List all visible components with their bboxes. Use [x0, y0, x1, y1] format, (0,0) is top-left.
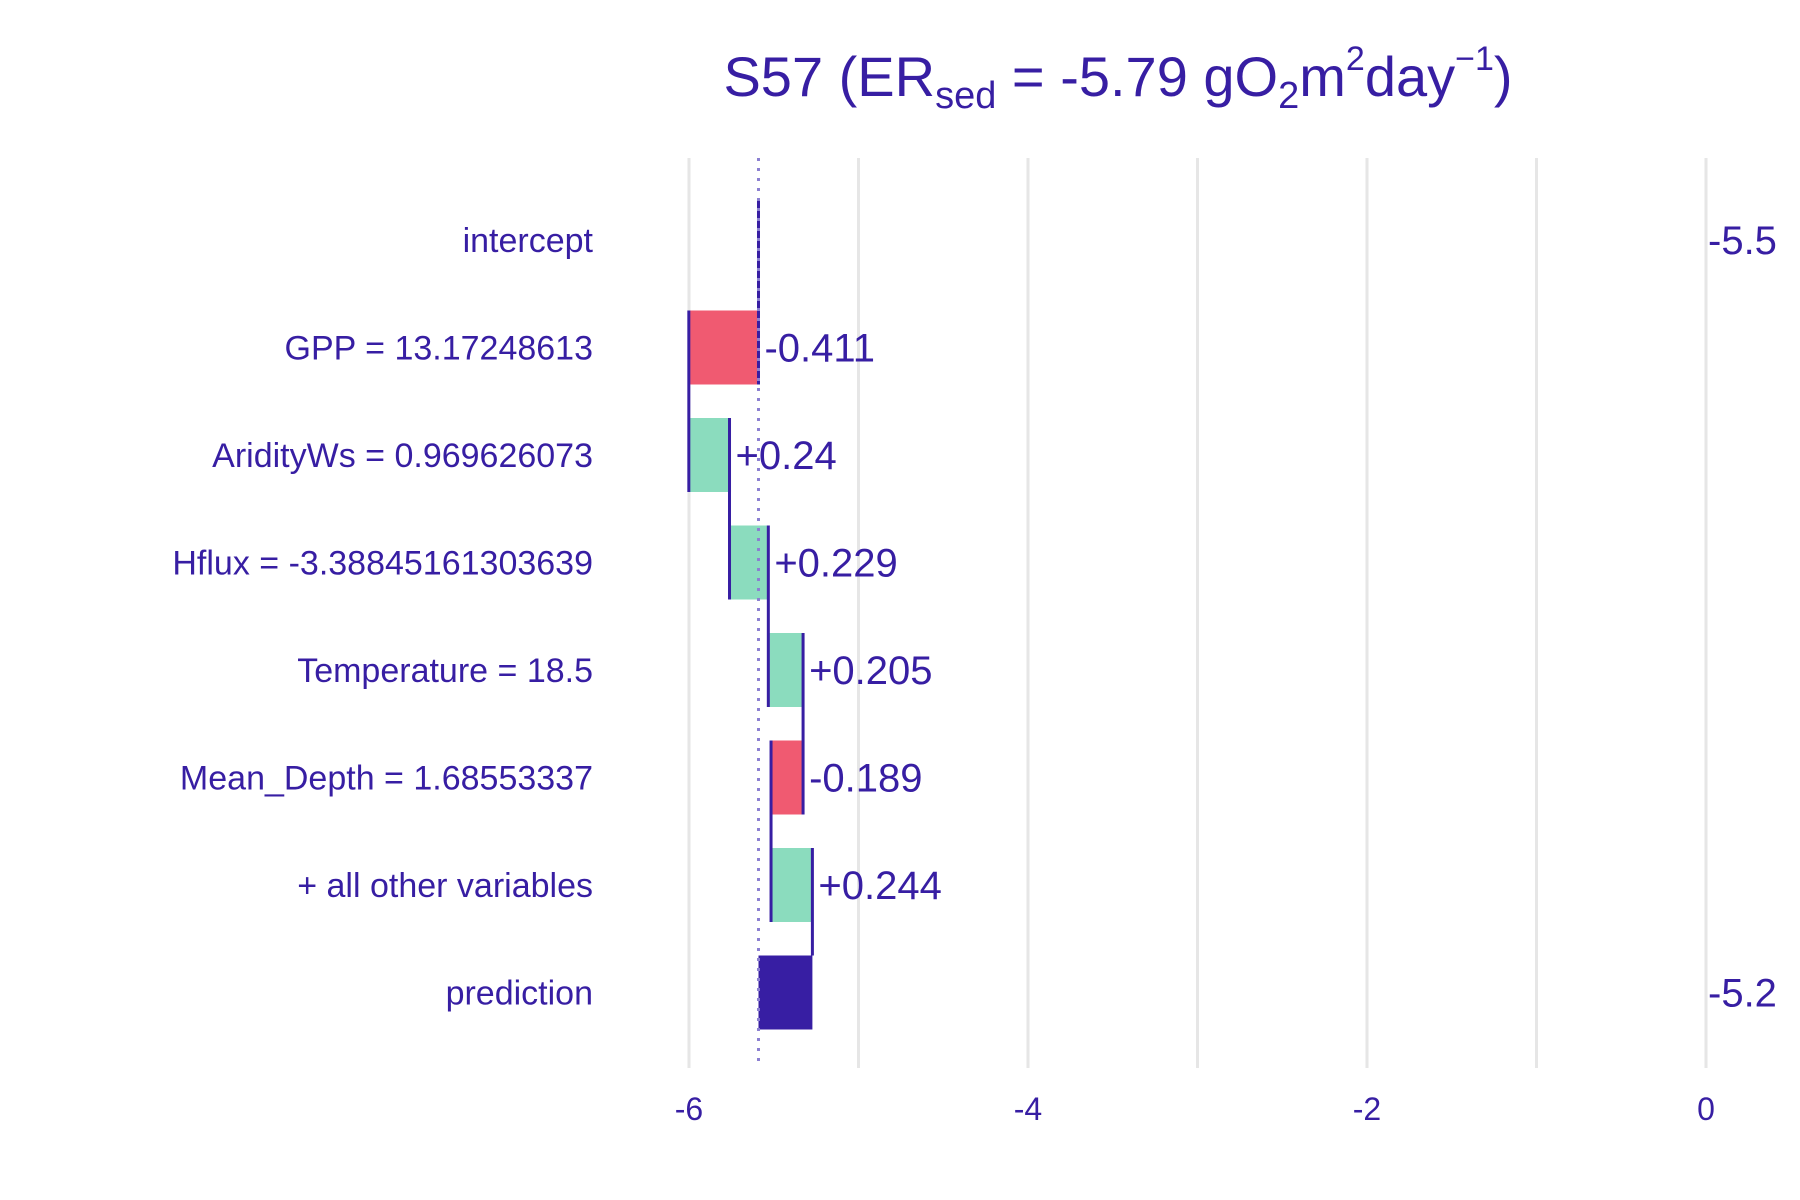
positive-contribution-bar	[771, 848, 813, 922]
row-label: + all other variables	[297, 867, 593, 905]
title-superscript-minus1: −1	[1455, 40, 1494, 78]
gridlines	[687, 158, 1708, 1068]
title-subscript-2: 2	[1278, 75, 1299, 117]
value-label: -0.189	[809, 757, 922, 801]
value-label: -5.2	[1708, 972, 1777, 1016]
prediction-contribution-bar	[758, 955, 813, 1030]
row-label: prediction	[446, 975, 593, 1013]
value-label: -0.411	[764, 327, 874, 371]
x-tick-label: -4	[1014, 1091, 1042, 1127]
title-subscript-sed: sed	[935, 75, 996, 117]
row-label: Hflux = -3.38845161303639	[172, 545, 593, 583]
negative-contribution-bar	[771, 740, 804, 815]
positive-contribution-bar	[688, 418, 730, 492]
x-tick-label: -2	[1353, 1091, 1381, 1127]
title-middle: = -5.79 gO	[996, 45, 1278, 108]
chart-title: S57 (ERsed = -5.79 gO2m2day−1)	[723, 40, 1512, 117]
labels: intercept -5.5 GPP = 13.17248613 -0.411 Arid…	[172, 219, 1777, 1016]
value-label: +0.24	[736, 434, 837, 478]
row-label: intercept	[463, 222, 594, 260]
row-label: Mean_Depth = 1.68553337	[180, 760, 593, 798]
value-label: +0.205	[809, 649, 932, 693]
value-label: +0.229	[774, 542, 897, 586]
value-label: +0.244	[818, 864, 941, 908]
title-day: day	[1365, 45, 1455, 108]
title-prefix: S57 (ER	[723, 45, 935, 108]
title-m: m	[1299, 45, 1346, 108]
bars	[687, 201, 814, 1030]
x-axis: -6 -4 -2 0	[675, 1091, 1715, 1127]
positive-contribution-bar	[768, 633, 804, 707]
x-tick-label: 0	[1697, 1091, 1715, 1127]
negative-contribution-bar	[688, 310, 759, 385]
row-label: Temperature = 18.5	[297, 652, 593, 690]
value-label: -5.5	[1708, 219, 1777, 263]
positive-contribution-bar	[729, 525, 769, 600]
title-superscript-2: 2	[1346, 40, 1365, 78]
row-label: AridityWs = 0.969626073	[212, 437, 593, 475]
connectors	[687, 277, 814, 956]
row-label: GPP = 13.17248613	[285, 330, 593, 368]
title-suffix: )	[1494, 45, 1513, 108]
x-tick-label: -6	[675, 1091, 703, 1127]
